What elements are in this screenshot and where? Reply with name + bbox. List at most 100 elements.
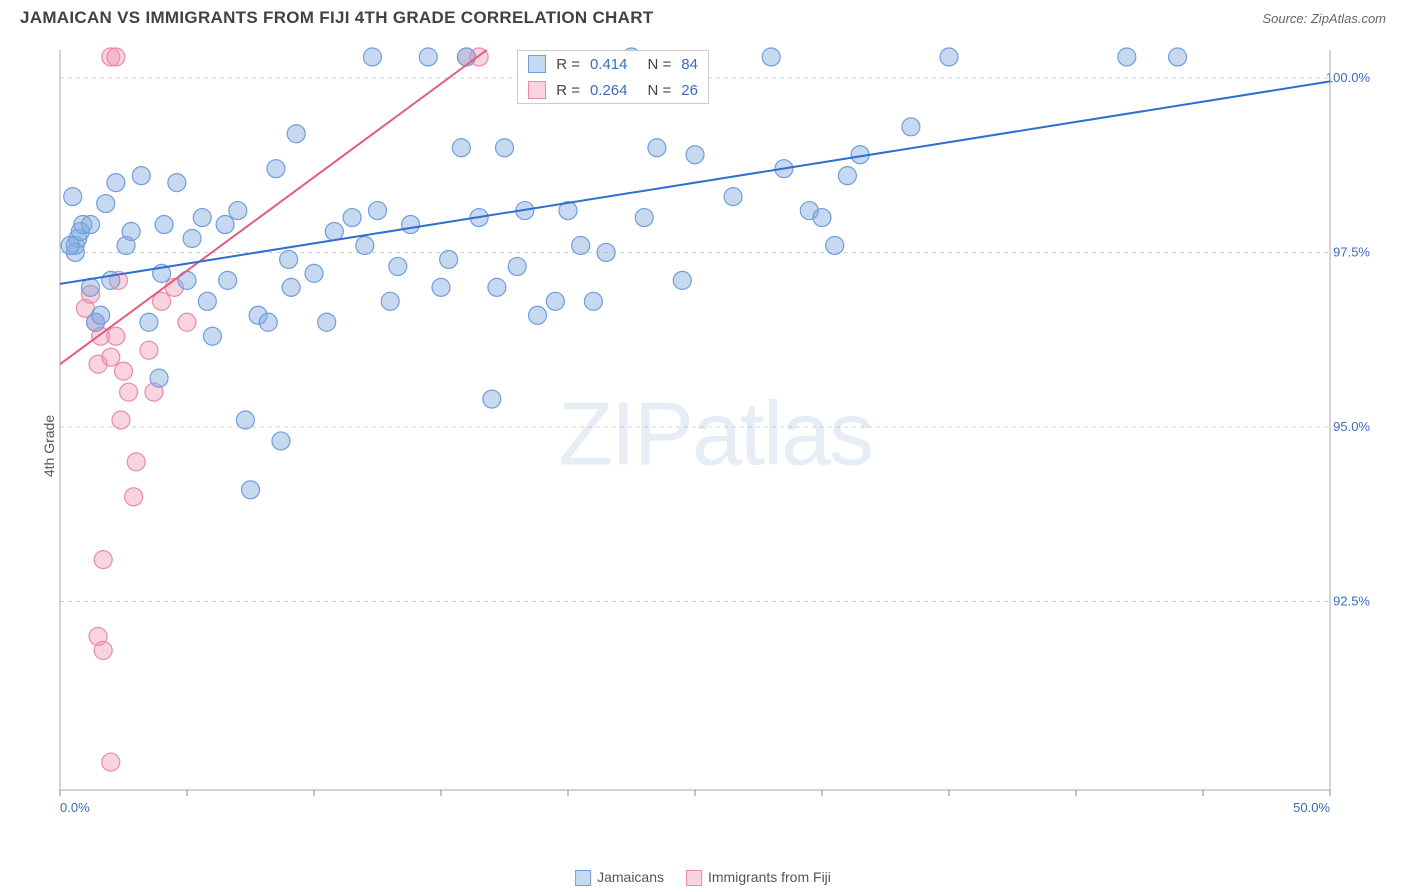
x-tick-label: 0.0% xyxy=(60,800,90,815)
stats-row: R = 0.264 N = 26 xyxy=(518,77,708,103)
jamaicans-point xyxy=(203,327,221,345)
jamaicans-point xyxy=(432,278,450,296)
jamaicans-point xyxy=(81,278,99,296)
jamaicans-point xyxy=(363,48,381,66)
n-label: N = xyxy=(648,56,672,73)
jamaicans-point xyxy=(216,216,234,234)
n-label: N = xyxy=(648,82,672,99)
jamaicans-point xyxy=(508,257,526,275)
n-value: 26 xyxy=(681,82,698,99)
fiji-point xyxy=(178,313,196,331)
r-value: 0.264 xyxy=(590,82,628,99)
jamaicans-point xyxy=(488,278,506,296)
jamaicans-point xyxy=(402,216,420,234)
stats-row: R =0.414N =84 xyxy=(518,51,708,77)
jamaicans-point xyxy=(272,432,290,450)
jamaicans-point xyxy=(813,209,831,227)
jamaicans-point xyxy=(81,216,99,234)
fiji-point xyxy=(112,411,130,429)
legend-item: Immigrants from Fiji xyxy=(686,869,831,886)
jamaicans-point xyxy=(572,236,590,254)
jamaicans-point xyxy=(318,313,336,331)
jamaicans-point xyxy=(648,139,666,157)
legend-swatch xyxy=(686,870,702,886)
jamaicans-point xyxy=(229,202,247,220)
jamaicans-point xyxy=(236,411,254,429)
scatter-chart: 92.5%95.0%97.5%100.0%0.0%50.0% xyxy=(50,40,1380,830)
chart-title: JAMAICAN VS IMMIGRANTS FROM FIJI 4TH GRA… xyxy=(20,8,653,28)
jamaicans-point xyxy=(259,313,277,331)
jamaicans-point xyxy=(457,48,475,66)
jamaicans-point xyxy=(381,292,399,310)
fiji-point xyxy=(115,362,133,380)
legend-label: Jamaicans xyxy=(597,869,664,885)
jamaicans-point xyxy=(529,306,547,324)
legend-swatch xyxy=(528,55,546,73)
jamaicans-point xyxy=(107,174,125,192)
jamaicans-point xyxy=(940,48,958,66)
y-tick-label: 97.5% xyxy=(1333,244,1370,259)
jamaicans-point xyxy=(389,257,407,275)
jamaicans-point xyxy=(356,236,374,254)
legend-label: Immigrants from Fiji xyxy=(708,869,831,885)
jamaicans-point xyxy=(369,202,387,220)
fiji-point xyxy=(120,383,138,401)
jamaicans-point xyxy=(597,243,615,261)
jamaicans-trend-line xyxy=(60,81,1330,283)
jamaicans-point xyxy=(155,216,173,234)
legend-item: Jamaicans xyxy=(575,869,664,886)
r-label: R = xyxy=(556,82,580,99)
jamaicans-point xyxy=(132,167,150,185)
fiji-point xyxy=(94,641,112,659)
jamaicans-point xyxy=(686,146,704,164)
jamaicans-point xyxy=(724,188,742,206)
jamaicans-point xyxy=(168,174,186,192)
jamaicans-point xyxy=(305,264,323,282)
jamaicans-point xyxy=(452,139,470,157)
y-tick-label: 100.0% xyxy=(1326,70,1371,85)
jamaicans-point xyxy=(584,292,602,310)
jamaicans-point xyxy=(64,188,82,206)
jamaicans-point xyxy=(440,250,458,268)
jamaicans-point xyxy=(635,209,653,227)
jamaicans-point xyxy=(183,229,201,247)
jamaicans-point xyxy=(219,271,237,289)
jamaicans-point xyxy=(546,292,564,310)
jamaicans-point xyxy=(140,313,158,331)
fiji-point xyxy=(107,327,125,345)
jamaicans-point xyxy=(61,236,79,254)
fiji-point xyxy=(125,488,143,506)
y-tick-label: 92.5% xyxy=(1333,594,1370,609)
jamaicans-point xyxy=(419,48,437,66)
jamaicans-point xyxy=(150,369,168,387)
jamaicans-point xyxy=(122,223,140,241)
jamaicans-point xyxy=(343,209,361,227)
fiji-point xyxy=(102,753,120,771)
jamaicans-point xyxy=(267,160,285,178)
jamaicans-point xyxy=(902,118,920,136)
jamaicans-point xyxy=(483,390,501,408)
jamaicans-point xyxy=(826,236,844,254)
jamaicans-point xyxy=(673,271,691,289)
chart-header: JAMAICAN VS IMMIGRANTS FROM FIJI 4TH GRA… xyxy=(0,0,1406,36)
jamaicans-point xyxy=(282,278,300,296)
legend-swatch xyxy=(528,81,546,99)
jamaicans-point xyxy=(496,139,514,157)
jamaicans-point xyxy=(1118,48,1136,66)
y-tick-label: 95.0% xyxy=(1333,419,1370,434)
jamaicans-point xyxy=(193,209,211,227)
jamaicans-point xyxy=(242,481,260,499)
jamaicans-point xyxy=(1169,48,1187,66)
legend-swatch xyxy=(575,870,591,886)
fiji-point xyxy=(127,453,145,471)
chart-container: 92.5%95.0%97.5%100.0%0.0%50.0% ZIPatlas … xyxy=(50,40,1380,830)
jamaicans-point xyxy=(97,195,115,213)
n-value: 84 xyxy=(681,56,698,73)
jamaicans-point xyxy=(92,306,110,324)
r-value: 0.414 xyxy=(590,56,628,73)
jamaicans-point xyxy=(280,250,298,268)
jamaicans-point xyxy=(198,292,216,310)
jamaicans-point xyxy=(838,167,856,185)
fiji-point xyxy=(140,341,158,359)
legend-bottom: Jamaicans Immigrants from Fiji xyxy=(575,869,831,886)
